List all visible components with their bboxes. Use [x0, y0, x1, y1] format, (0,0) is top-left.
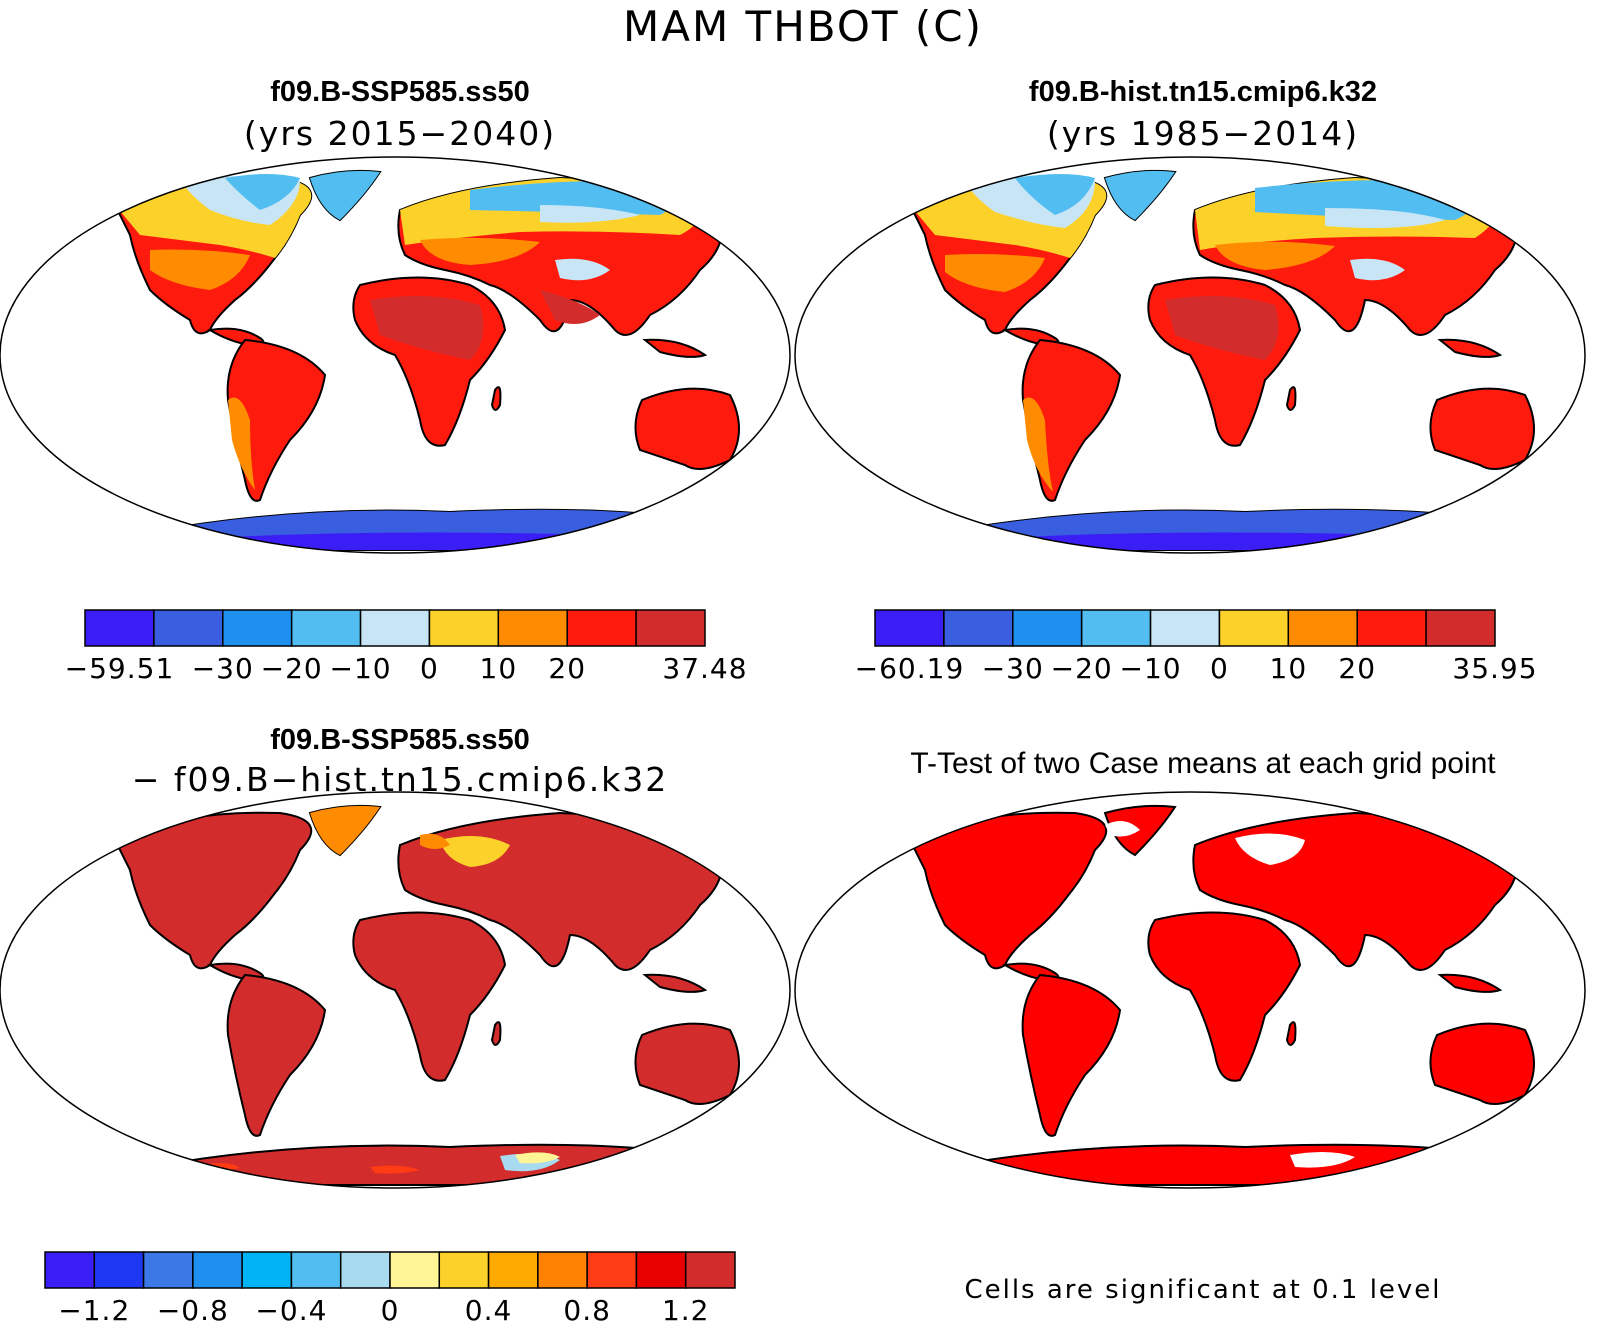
bottom-left-map — [0, 791, 791, 1189]
colorbar-tick-label: −0.8 — [157, 1294, 229, 1327]
colorbar-tick-label: −30 — [982, 652, 1044, 685]
colorbar-cell — [537, 1251, 588, 1289]
top-left-map — [0, 156, 791, 554]
colorbar-cell — [222, 609, 293, 647]
colorbar-cell — [290, 609, 362, 647]
top-right-panel-title: f09.B-hist.tn15.cmip6.k32 — [1028, 76, 1378, 108]
colorbar-tick-label: −10 — [1120, 652, 1182, 685]
colorbar-tick-label: −10 — [330, 652, 392, 685]
colorbar-cell — [389, 1251, 441, 1289]
colorbar-cell — [84, 609, 155, 647]
colorbar-tick-label: −0.4 — [255, 1294, 327, 1327]
colorbar-cell — [153, 609, 224, 647]
colorbar-tick-label: 10 — [1270, 652, 1308, 685]
colorbar-cell — [93, 1251, 145, 1289]
colorbar-tick-label: 0 — [420, 652, 439, 685]
colorbar-cell — [1149, 609, 1221, 647]
colorbar-cell — [428, 609, 500, 647]
top-right-panel-subtitle: (yrs 1985−2014) — [1046, 114, 1360, 153]
colorbar-tick-label: −20 — [1051, 652, 1113, 685]
bottom-left-panel-title: f09.B-SSP585.ss50 — [270, 724, 530, 756]
colorbar-tick-label: 0.8 — [563, 1294, 611, 1327]
colorbar-tick-label: 0 — [381, 1294, 400, 1327]
colorbar-cell — [487, 1251, 539, 1289]
bottom-right-map — [794, 791, 1586, 1189]
colorbar-tick-label: 37.48 — [662, 652, 747, 685]
colorbar-cell — [635, 609, 706, 647]
bottom-left-colorbar: −1.2 −0.8 −0.4 0 0.4 0.8 1.2 — [44, 1251, 736, 1327]
colorbar-tick-label: 0.4 — [465, 1294, 513, 1327]
colorbar-cell — [943, 609, 1014, 647]
colorbar-tick-label: −59.51 — [65, 652, 175, 685]
colorbar-cell — [497, 609, 568, 647]
colorbar-cell — [339, 1251, 391, 1289]
colorbar-tick-label: −30 — [192, 652, 254, 685]
colorbar-cell — [290, 1251, 342, 1289]
colorbar-tick-label: 35.95 — [1452, 652, 1537, 685]
top-left-panel-subtitle: (yrs 2015−2040) — [243, 114, 557, 153]
colorbar-cell — [1080, 609, 1152, 647]
colorbar-cell — [635, 1251, 687, 1289]
colorbar-cell — [1356, 609, 1427, 647]
colorbar-cell — [1425, 609, 1496, 647]
colorbar-cell — [142, 1251, 194, 1289]
colorbar-cell — [1218, 609, 1290, 647]
top-left-colorbar: −59.51 −30 −20 −10 0 10 20 37.48 — [65, 609, 747, 685]
bottom-right-panel-title: T-Test of two Case means at each grid po… — [910, 747, 1496, 780]
top-right-map — [794, 156, 1586, 554]
colorbar-cell — [874, 609, 945, 647]
colorbar-tick-label: 1.2 — [662, 1294, 710, 1327]
colorbar-cell — [1287, 609, 1358, 647]
colorbar-tick-label: 20 — [548, 652, 586, 685]
colorbar-cell — [44, 1251, 96, 1289]
colorbar-cell — [566, 609, 637, 647]
colorbar-tick-label: 20 — [1338, 652, 1376, 685]
top-right-colorbar: −60.19 −30 −20 −10 0 10 20 35.95 — [855, 609, 1537, 685]
colorbar-cell — [241, 1251, 293, 1289]
colorbar-cell — [586, 1251, 638, 1289]
colorbar-cell — [684, 1251, 736, 1289]
top-left-panel-title: f09.B-SSP585.ss50 — [270, 76, 530, 108]
colorbar-tick-label: 0 — [1210, 652, 1229, 685]
colorbar-tick-label: −20 — [261, 652, 323, 685]
figure-title: MAM THBOT (C) — [622, 2, 984, 51]
significance-note: Cells are significant at 0.1 level — [964, 1275, 1442, 1305]
colorbar-cell — [192, 1251, 243, 1289]
colorbar-tick-label: 10 — [480, 652, 518, 685]
colorbar-cell — [359, 609, 431, 647]
colorbar-cell — [1012, 609, 1083, 647]
colorbar-cell — [438, 1251, 490, 1289]
colorbar-tick-label: −1.2 — [58, 1294, 130, 1327]
colorbar-tick-label: −60.19 — [855, 652, 965, 685]
